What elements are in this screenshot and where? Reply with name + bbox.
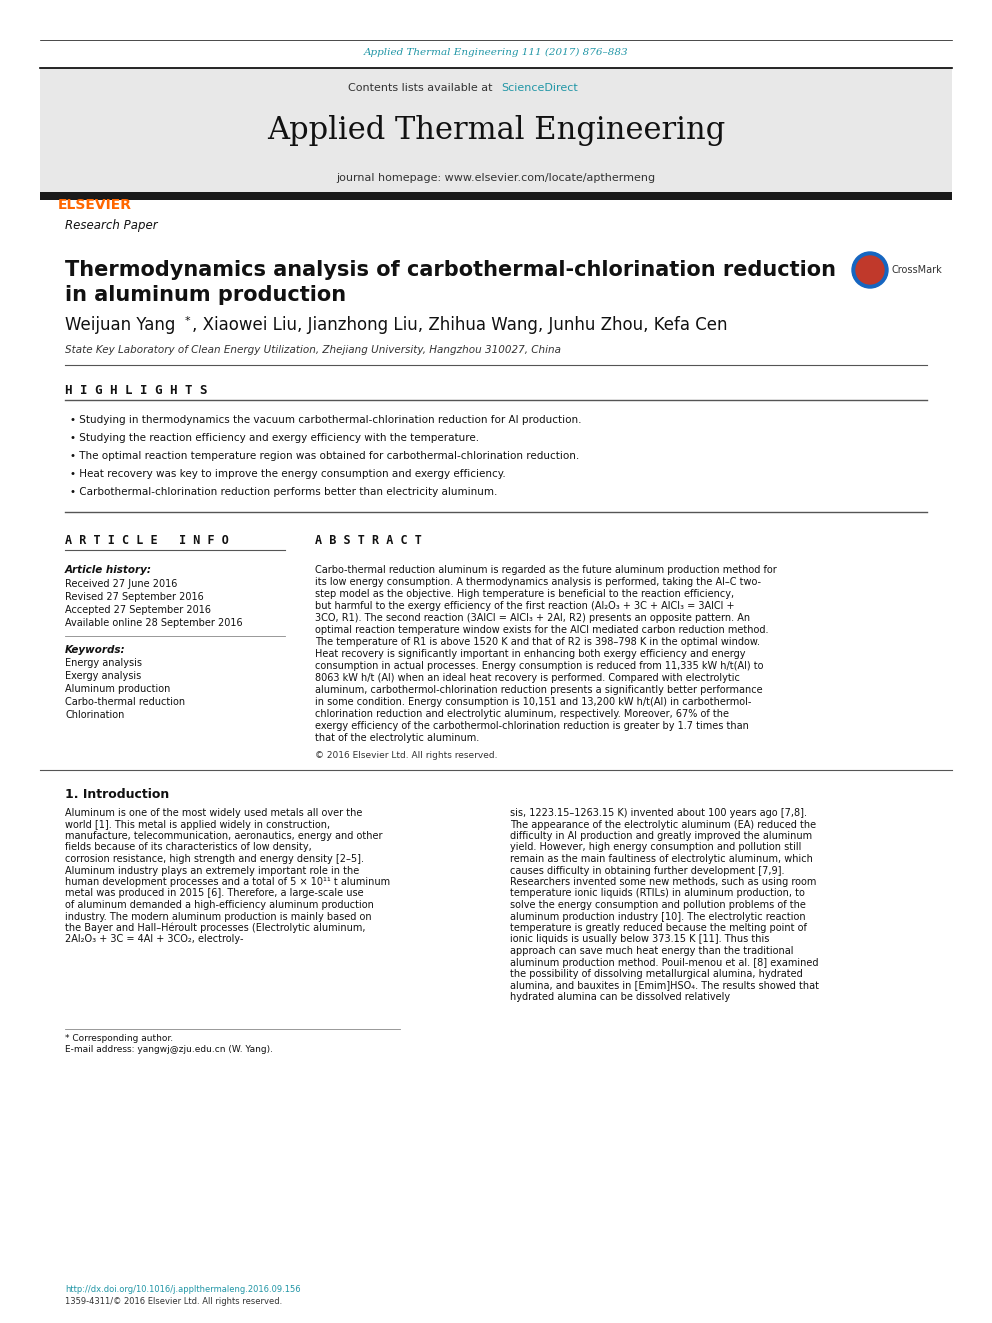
- Text: of aluminum demanded a high-efficiency aluminum production: of aluminum demanded a high-efficiency a…: [65, 900, 374, 910]
- Text: Heat recovery is significantly important in enhancing both exergy efficiency and: Heat recovery is significantly important…: [315, 650, 746, 659]
- Text: industry. The modern aluminum production is mainly based on: industry. The modern aluminum production…: [65, 912, 372, 922]
- Text: Revised 27 September 2016: Revised 27 September 2016: [65, 591, 203, 602]
- Text: • Studying the reaction efficiency and exergy efficiency with the temperature.: • Studying the reaction efficiency and e…: [70, 433, 479, 443]
- Text: • Studying in thermodynamics the vacuum carbothermal-chlorination reduction for : • Studying in thermodynamics the vacuum …: [70, 415, 581, 425]
- Text: State Key Laboratory of Clean Energy Utilization, Zhejiang University, Hangzhou : State Key Laboratory of Clean Energy Uti…: [65, 345, 561, 355]
- Text: • The optimal reaction temperature region was obtained for carbothermal-chlorina: • The optimal reaction temperature regio…: [70, 451, 579, 460]
- Text: 3CO, R1). The second reaction (3AlCl = AlCl₃ + 2Al, R2) presents an opposite pat: 3CO, R1). The second reaction (3AlCl = A…: [315, 613, 750, 623]
- Text: Article history:: Article history:: [65, 565, 152, 576]
- Text: consumption in actual processes. Energy consumption is reduced from 11,335 kW h/: consumption in actual processes. Energy …: [315, 662, 764, 671]
- Text: approach can save much heat energy than the traditional: approach can save much heat energy than …: [510, 946, 794, 957]
- Text: in aluminum production: in aluminum production: [65, 284, 346, 306]
- Text: temperature ionic liquids (RTILs) in aluminum production, to: temperature ionic liquids (RTILs) in alu…: [510, 889, 805, 898]
- Text: Research Paper: Research Paper: [65, 218, 158, 232]
- Text: difficulty in Al production and greatly improved the aluminum: difficulty in Al production and greatly …: [510, 831, 812, 841]
- Text: Researchers invented some new methods, such as using room: Researchers invented some new methods, s…: [510, 877, 816, 886]
- Text: journal homepage: www.elsevier.com/locate/apthermeng: journal homepage: www.elsevier.com/locat…: [336, 173, 656, 183]
- FancyBboxPatch shape: [40, 67, 952, 194]
- Text: Available online 28 September 2016: Available online 28 September 2016: [65, 618, 243, 628]
- Text: temperature is greatly reduced because the melting point of: temperature is greatly reduced because t…: [510, 923, 806, 933]
- Text: remain as the main faultiness of electrolytic aluminum, which: remain as the main faultiness of electro…: [510, 855, 812, 864]
- Bar: [40, 192, 952, 200]
- Text: *: *: [185, 316, 190, 325]
- Text: alumina, and bauxites in [Emim]HSO₄. The results showed that: alumina, and bauxites in [Emim]HSO₄. The…: [510, 980, 819, 991]
- Text: Energy analysis: Energy analysis: [65, 658, 142, 668]
- Text: Thermodynamics analysis of carbothermal-chlorination reduction: Thermodynamics analysis of carbothermal-…: [65, 261, 836, 280]
- Text: Aluminum industry plays an extremely important role in the: Aluminum industry plays an extremely imp…: [65, 865, 359, 876]
- Text: Weijuan Yang: Weijuan Yang: [65, 316, 176, 333]
- Text: http://dx.doi.org/10.1016/j.applthermaleng.2016.09.156: http://dx.doi.org/10.1016/j.applthermale…: [65, 1286, 301, 1294]
- Circle shape: [852, 251, 888, 288]
- Text: ELSEVIER: ELSEVIER: [58, 198, 132, 212]
- Text: Chlorination: Chlorination: [65, 710, 124, 720]
- Text: Aluminum production: Aluminum production: [65, 684, 171, 695]
- Text: 8063 kW h/t (Al) when an ideal heat recovery is performed. Compared with electro: 8063 kW h/t (Al) when an ideal heat reco…: [315, 673, 740, 683]
- Text: in some condition. Energy consumption is 10,151 and 13,200 kW h/t(Al) in carboth: in some condition. Energy consumption is…: [315, 697, 751, 706]
- Text: manufacture, telecommunication, aeronautics, energy and other: manufacture, telecommunication, aeronaut…: [65, 831, 383, 841]
- Text: the possibility of dissolving metallurgical alumina, hydrated: the possibility of dissolving metallurgi…: [510, 968, 803, 979]
- Text: corrosion resistance, high strength and energy density [2–5].: corrosion resistance, high strength and …: [65, 855, 364, 864]
- Text: 1359-4311/© 2016 Elsevier Ltd. All rights reserved.: 1359-4311/© 2016 Elsevier Ltd. All right…: [65, 1297, 283, 1306]
- Text: The appearance of the electrolytic aluminum (EA) reduced the: The appearance of the electrolytic alumi…: [510, 819, 816, 830]
- Text: but harmful to the exergy efficiency of the first reaction (Al₂O₃ + 3C + AlCl₃ =: but harmful to the exergy efficiency of …: [315, 601, 734, 611]
- Text: Aluminum is one of the most widely used metals all over the: Aluminum is one of the most widely used …: [65, 808, 362, 818]
- Text: * Corresponding author.: * Corresponding author.: [65, 1035, 174, 1043]
- Text: The temperature of R1 is above 1520 K and that of R2 is 398–798 K in the optimal: The temperature of R1 is above 1520 K an…: [315, 636, 760, 647]
- Text: sis, 1223.15–1263.15 K) invented about 100 years ago [7,8].: sis, 1223.15–1263.15 K) invented about 1…: [510, 808, 807, 818]
- Text: A B S T R A C T: A B S T R A C T: [315, 533, 422, 546]
- Text: E-mail address: yangwj@zju.edu.cn (W. Yang).: E-mail address: yangwj@zju.edu.cn (W. Ya…: [65, 1045, 273, 1054]
- Text: Contents lists available at: Contents lists available at: [348, 83, 496, 93]
- Text: 1. Introduction: 1. Introduction: [65, 789, 170, 802]
- Text: human development processes and a total of 5 × 10¹¹ t aluminum: human development processes and a total …: [65, 877, 390, 886]
- Text: 2Al₂O₃ + 3C = 4Al + 3CO₂, electroly-: 2Al₂O₃ + 3C = 4Al + 3CO₂, electroly-: [65, 934, 243, 945]
- Text: Applied Thermal Engineering: Applied Thermal Engineering: [267, 115, 725, 146]
- Text: chlorination reduction and electrolytic aluminum, respectively. Moreover, 67% of: chlorination reduction and electrolytic …: [315, 709, 729, 718]
- Text: ScienceDirect: ScienceDirect: [502, 83, 578, 93]
- Text: aluminum, carbothermol-chlorination reduction presents a significantly better pe: aluminum, carbothermol-chlorination redu…: [315, 685, 763, 695]
- Text: Carbo-thermal reduction aluminum is regarded as the future aluminum production m: Carbo-thermal reduction aluminum is rega…: [315, 565, 777, 576]
- Text: optimal reaction temperature window exists for the AlCl mediated carbon reductio: optimal reaction temperature window exis…: [315, 624, 769, 635]
- Text: step model as the objective. High temperature is beneficial to the reaction effi: step model as the objective. High temper…: [315, 589, 734, 599]
- Text: Keywords:: Keywords:: [65, 646, 126, 655]
- Text: yield. However, high energy consumption and pollution still: yield. However, high energy consumption …: [510, 843, 802, 852]
- Text: CrossMark: CrossMark: [892, 265, 942, 275]
- Text: A R T I C L E   I N F O: A R T I C L E I N F O: [65, 533, 229, 546]
- Text: Carbo-thermal reduction: Carbo-thermal reduction: [65, 697, 186, 706]
- Text: aluminum production industry [10]. The electrolytic reaction: aluminum production industry [10]. The e…: [510, 912, 806, 922]
- Text: solve the energy consumption and pollution problems of the: solve the energy consumption and polluti…: [510, 900, 806, 910]
- Text: exergy efficiency of the carbothermol-chlorination reduction is greater by 1.7 t: exergy efficiency of the carbothermol-ch…: [315, 721, 749, 732]
- Text: its low energy consumption. A thermodynamics analysis is performed, taking the A: its low energy consumption. A thermodyna…: [315, 577, 761, 587]
- Text: Received 27 June 2016: Received 27 June 2016: [65, 579, 178, 589]
- Text: that of the electrolytic aluminum.: that of the electrolytic aluminum.: [315, 733, 479, 744]
- Text: causes difficulty in obtaining further development [7,9].: causes difficulty in obtaining further d…: [510, 865, 785, 876]
- Text: Accepted 27 September 2016: Accepted 27 September 2016: [65, 605, 211, 615]
- Text: ionic liquids is usually below 373.15 K [11]. Thus this: ionic liquids is usually below 373.15 K …: [510, 934, 770, 945]
- Text: fields because of its characteristics of low density,: fields because of its characteristics of…: [65, 843, 311, 852]
- Text: metal was produced in 2015 [6]. Therefore, a large-scale use: metal was produced in 2015 [6]. Therefor…: [65, 889, 364, 898]
- Text: H I G H L I G H T S: H I G H L I G H T S: [65, 384, 207, 397]
- Text: © 2016 Elsevier Ltd. All rights reserved.: © 2016 Elsevier Ltd. All rights reserved…: [315, 750, 498, 759]
- Text: • Heat recovery was key to improve the energy consumption and exergy efficiency.: • Heat recovery was key to improve the e…: [70, 468, 506, 479]
- Text: • Carbothermal-chlorination reduction performs better than electricity aluminum.: • Carbothermal-chlorination reduction pe…: [70, 487, 497, 497]
- Text: , Xiaowei Liu, Jianzhong Liu, Zhihua Wang, Junhu Zhou, Kefa Cen: , Xiaowei Liu, Jianzhong Liu, Zhihua Wan…: [192, 316, 727, 333]
- Text: aluminum production method. Pouil-menou et al. [8] examined: aluminum production method. Pouil-menou …: [510, 958, 818, 967]
- Text: Applied Thermal Engineering 111 (2017) 876–883: Applied Thermal Engineering 111 (2017) 8…: [364, 48, 628, 57]
- Text: hydrated alumina can be dissolved relatively: hydrated alumina can be dissolved relati…: [510, 992, 730, 1002]
- Text: world [1]. This metal is applied widely in construction,: world [1]. This metal is applied widely …: [65, 819, 330, 830]
- Text: Exergy analysis: Exergy analysis: [65, 671, 141, 681]
- Text: the Bayer and Hall–Héroult processes (Electrolytic aluminum,: the Bayer and Hall–Héroult processes (El…: [65, 922, 365, 933]
- Circle shape: [856, 255, 884, 284]
